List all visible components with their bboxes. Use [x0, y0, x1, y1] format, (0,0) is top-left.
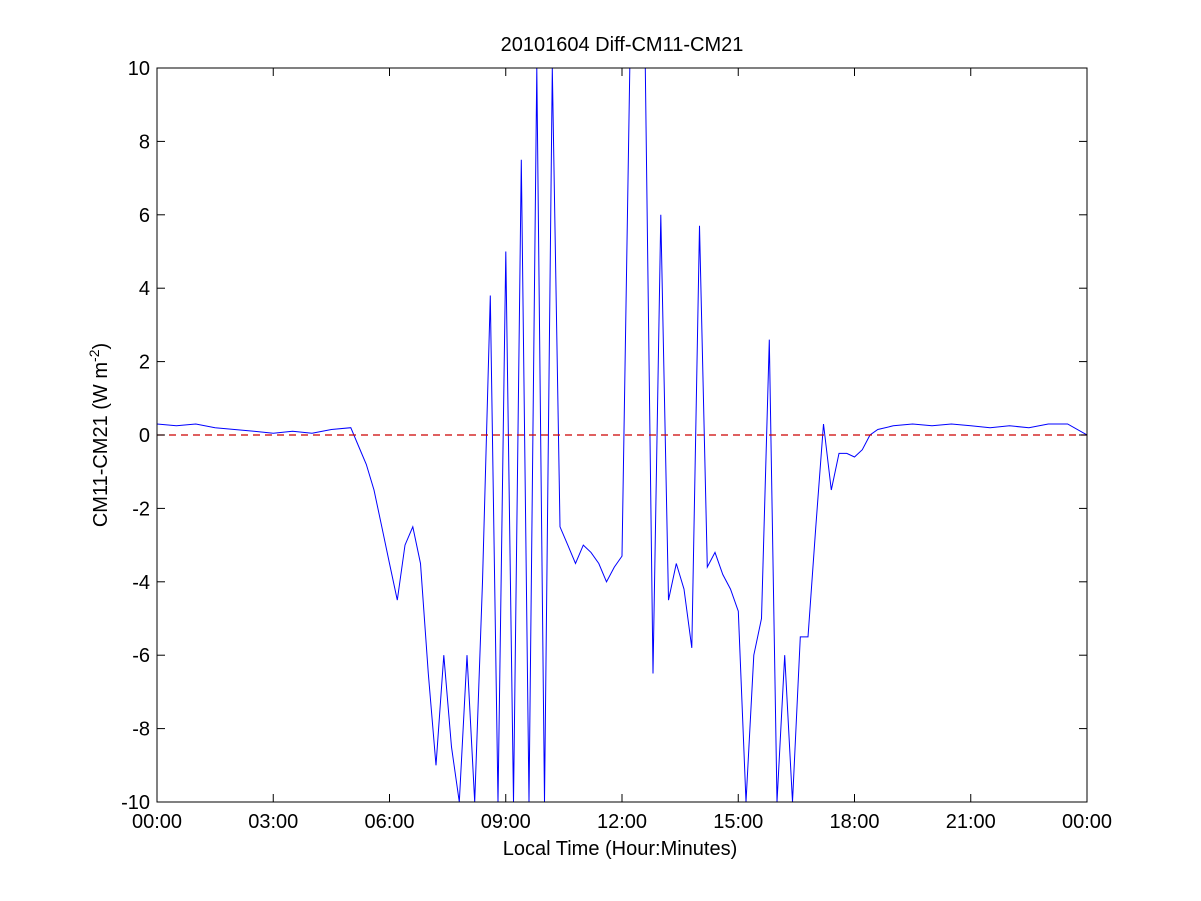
y-tick-label: 6 [139, 205, 150, 227]
x-tick-label: 09:00 [481, 811, 531, 833]
y-tick-label: 0 [139, 425, 150, 447]
y-tick-label: 4 [139, 278, 150, 300]
y-axis-title-suffix: ) [90, 343, 112, 350]
y-tick-label: 8 [139, 131, 150, 153]
x-tick-label: 00:00 [1062, 811, 1112, 833]
y-tick-label: -2 [132, 498, 150, 520]
x-tick-label: 18:00 [829, 811, 879, 833]
plot-area [157, 68, 1087, 802]
x-tick-label: 12:00 [597, 811, 647, 833]
x-tick-label: 15:00 [713, 811, 763, 833]
y-tick-label: 10 [128, 58, 150, 80]
y-tick-label: -6 [132, 645, 150, 667]
y-axis-title: CM11-CM21 (W m-2) [86, 343, 112, 527]
x-tick-label: 21:00 [946, 811, 996, 833]
y-axis-title-exponent: -2 [86, 349, 102, 362]
y-tick-label: -10 [121, 792, 150, 814]
x-tick-label: 06:00 [364, 811, 414, 833]
series-layer [157, 68, 1087, 802]
y-tick-label: 2 [139, 352, 150, 374]
series-line-1 [157, 68, 1087, 802]
x-tick-label: 03:00 [248, 811, 298, 833]
y-axis-title-main: CM11-CM21 (W m [90, 362, 112, 527]
plot-frame [156, 67, 1088, 803]
chart-title: 20101604 Diff-CM11-CM21 [501, 34, 744, 56]
y-tick-label: -4 [132, 572, 150, 594]
x-axis-title: Local Time (Hour:Minutes) [503, 838, 738, 860]
x-tick-label: 00:00 [132, 811, 182, 833]
tick-labels-layer: 00:00 03:00 06:00 09:00 12:00 15:00 18:00 21:00… [121, 58, 1112, 833]
y-tick-label: -8 [132, 719, 150, 741]
